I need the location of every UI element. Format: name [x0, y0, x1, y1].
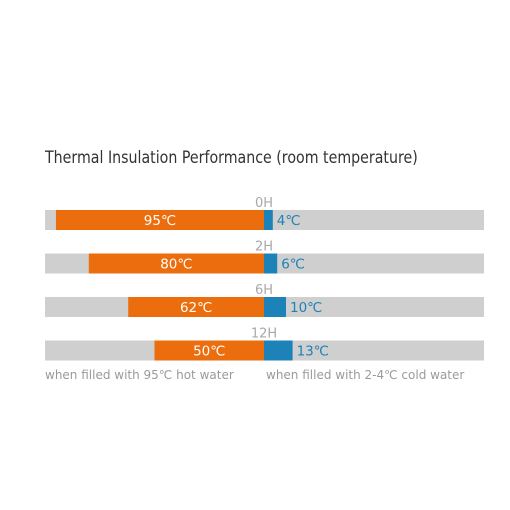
hot-bar-2h [88, 253, 264, 274]
cold-bar-12h [264, 340, 293, 361]
cold-value-label-12h: 13℃ [297, 344, 329, 360]
cold-bar-0h [264, 210, 273, 230]
time-label-6h: 6H [255, 283, 273, 298]
cold-value-label-0h: 4℃ [277, 213, 301, 229]
cold-bar-6h [264, 297, 286, 317]
hot-value-label-2h: 80℃ [160, 257, 192, 273]
cold-value-label-6h: 10℃ [290, 300, 322, 316]
hot-bar-12h [154, 340, 264, 361]
cold-water-note: when filled with 2-4℃ cold water [266, 368, 465, 382]
hot-water-note: when filled with 95℃ hot water [45, 368, 234, 382]
hot-bar-6h [128, 297, 264, 317]
hot-value-label-0h: 95℃ [144, 213, 176, 229]
time-label-12h: 12H [251, 327, 277, 342]
cold-value-label-2h: 6℃ [281, 257, 305, 273]
chart-title: Thermal Insulation Performance (room tem… [45, 148, 418, 167]
time-label-0h: 0H [255, 196, 273, 211]
hot-bar-0h [55, 210, 265, 230]
cold-bar-2h [264, 253, 278, 274]
hot-value-label-12h: 50℃ [193, 344, 225, 360]
time-label-2h: 2H [255, 240, 273, 255]
hot-value-label-6h: 62℃ [180, 300, 212, 316]
